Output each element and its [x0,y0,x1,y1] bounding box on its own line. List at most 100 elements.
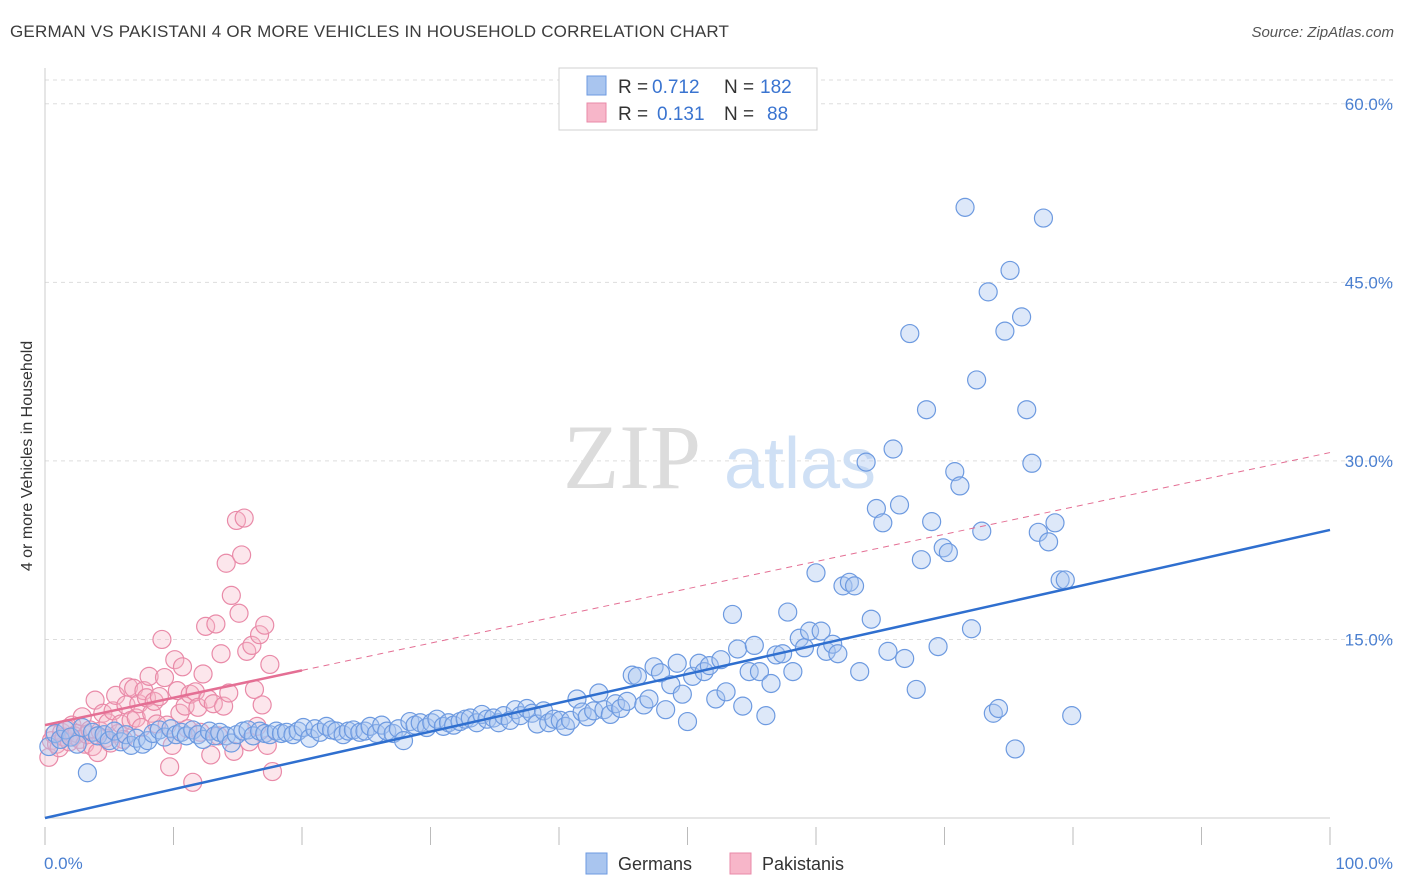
y-tick-label: 30.0% [1345,452,1393,471]
germans-point [716,682,736,702]
germans-point [878,641,898,661]
pakistanis-point [152,629,172,650]
germans-point [722,604,743,625]
germans-point [889,495,910,515]
germans-point [544,709,564,729]
pakistanis-point [221,585,241,606]
germans-point [900,323,920,344]
pakistanis-point [229,603,249,623]
pakistanis-point [142,703,162,723]
legend-n-value-germans: 182 [760,77,792,98]
germans-point [400,711,420,732]
pakistanis-point [232,545,252,565]
germans-point [634,695,654,715]
germans-point [911,550,931,570]
germans-point [733,696,753,716]
pakistanis-point [255,615,275,635]
bottom-legend: Germans Pakistanis [585,852,844,875]
bottom-legend-germans: Germans [618,854,692,874]
watermark: ZIP atlas [563,406,876,508]
germans-point [789,628,809,648]
germans-point [427,709,447,729]
legend: R = 0.712 N = 182 R = 0.131 N = 88 [558,67,818,131]
legend-n-label: N = [724,77,754,98]
germans-point [1045,513,1065,533]
pakistanis-point [249,625,270,645]
germans-point [656,700,676,720]
germans-point [706,689,726,709]
bottom-legend-swatch-germans [585,852,608,875]
germans-point [756,706,776,726]
germans-point [811,621,831,641]
germans-point [988,698,1009,719]
germans-point [1055,570,1075,590]
germans-point [1011,307,1032,327]
germans-point [922,512,942,532]
germans-point [850,661,870,682]
germans-point [161,719,181,739]
trend-lines [44,452,1331,820]
germans-point [928,636,948,657]
germans-point [861,609,881,629]
pakistanis-point [260,654,280,675]
germans-point [1050,570,1070,590]
germans-point [828,644,848,664]
pakistanis-point [201,745,221,765]
germans-point [288,721,308,741]
germans-point [305,719,325,739]
source-label: Source: ZipAtlas.com [1251,24,1394,41]
germans-trend-line [44,528,1331,820]
germans-point [1028,522,1048,542]
germans-point [961,619,982,639]
germans-point [916,400,937,420]
x-tick-label: 0.0% [44,854,83,873]
germans-point [249,721,270,741]
bottom-legend-swatch-pakistanis [729,852,752,875]
germans-point [300,728,320,748]
germans-point [1038,532,1059,552]
germans-point [761,673,781,694]
germans-point [844,576,865,596]
pakistanis-point [206,614,226,634]
pakistanis-point [165,650,185,670]
pakistanis-point [211,644,231,664]
pakistanis-point [160,757,180,777]
watermark-atlas: atlas [724,424,876,504]
chart-title: GERMAN VS PAKISTANI 4 OR MORE VEHICLES I… [10,22,730,41]
germans-point [783,661,803,682]
germans-point [806,563,826,583]
legend-swatch-pakistanis [586,102,607,123]
series-germans-points [39,197,1082,783]
germans-point [749,661,770,682]
germans-point [639,689,659,709]
pakistanis-point [234,508,254,528]
germans-point [77,763,98,783]
germans-point [82,722,103,742]
germans-point [906,679,926,700]
y-tick-label: 15.0% [1345,630,1393,649]
germans-point [744,635,764,656]
pakistanis-point [121,710,141,730]
germans-point [839,572,860,592]
germans-point [778,602,798,622]
x-tick-labels: 0.0% 100.0% [44,854,1393,873]
pakistanis-point [172,657,193,677]
germans-point [950,476,970,496]
pakistanis-point [219,683,239,703]
germans-point [171,722,191,742]
germans-point [550,710,570,730]
pakistanis-point [80,720,100,740]
pakistanis-point [126,708,146,728]
pakistanis-point [193,664,213,684]
germans-point [728,639,748,659]
germans-point [333,725,353,745]
germans-point [1005,739,1025,759]
germans-point [995,321,1015,341]
germans-point [799,621,820,641]
germans-point [739,661,759,682]
pakistanis-point [237,641,257,661]
germans-point [972,521,992,541]
y-tick-label: 45.0% [1345,273,1393,292]
pakistanis-point [216,553,236,573]
